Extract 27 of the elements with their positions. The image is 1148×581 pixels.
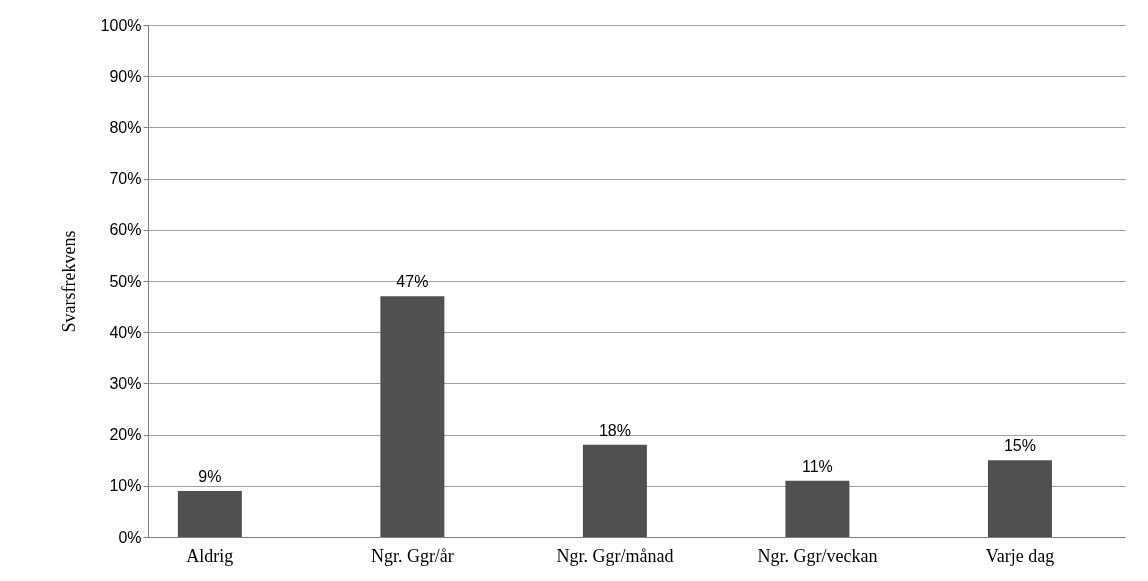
y-tick-label: 20%	[109, 426, 142, 444]
bar	[380, 296, 445, 537]
x-tick-label: Ngr. Ggr/månad	[556, 545, 674, 566]
bar	[582, 444, 647, 537]
x-tick-label: Ngr. Ggr/veckan	[757, 545, 878, 566]
y-tick-label: 60%	[109, 221, 142, 239]
x-tick-label: Aldrig	[186, 545, 234, 566]
y-tick-label: 80%	[109, 118, 142, 136]
y-tick-label: 10%	[109, 477, 142, 495]
y-tick-label: 30%	[109, 374, 142, 392]
data-label: 15%	[1003, 437, 1036, 455]
y-tick-label: 100%	[100, 16, 142, 34]
data-label: 18%	[598, 421, 631, 439]
y-tick-label: 90%	[109, 67, 142, 85]
x-tick-label: Varje dag	[985, 545, 1055, 566]
x-tick-label: Ngr. Ggr/år	[370, 545, 454, 566]
data-label: 47%	[396, 273, 429, 291]
y-tick-label: 70%	[109, 170, 142, 188]
bar	[987, 460, 1052, 537]
data-label: 11%	[802, 457, 833, 475]
y-tick-label: 40%	[109, 323, 142, 341]
data-label: 9%	[198, 467, 222, 485]
bar	[177, 490, 242, 537]
y-axis-title: Svarsfrekvens	[58, 230, 79, 333]
y-tick-label: 0%	[118, 528, 142, 546]
bar	[785, 480, 850, 537]
y-tick-label: 50%	[109, 272, 142, 290]
